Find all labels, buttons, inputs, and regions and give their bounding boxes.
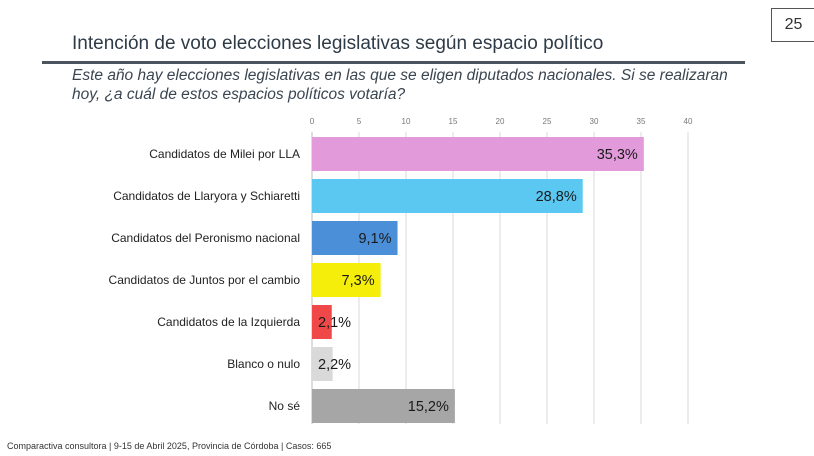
- bar: [312, 137, 644, 171]
- x-tick-label: 10: [402, 117, 411, 126]
- page-title: Intención de voto elecciones legislativa…: [72, 33, 604, 54]
- bar: [312, 263, 381, 297]
- title-divider: [42, 61, 745, 64]
- x-tick-label: 5: [357, 117, 362, 126]
- page-number: 25: [771, 8, 814, 42]
- bar: [312, 347, 333, 381]
- x-tick-label: 35: [637, 117, 646, 126]
- x-tick-label: 20: [496, 117, 505, 126]
- x-tick-label: 15: [449, 117, 458, 126]
- data-label: 9,1%: [358, 231, 391, 247]
- bar: [312, 179, 583, 213]
- bar: [312, 221, 398, 255]
- data-label: 35,3%: [597, 147, 638, 163]
- category-label: Candidatos de Llaryora y Schiaretti: [113, 189, 300, 203]
- footer-source: Comparactiva consultora | 9-15 de Abril …: [7, 441, 332, 451]
- data-label: 28,8%: [536, 189, 577, 205]
- question-subtitle: Este año hay elecciones legislativas en …: [72, 67, 728, 103]
- category-label: Candidatos del Peronismo nacional: [111, 231, 300, 245]
- bar: [312, 305, 332, 339]
- data-label: 2,1%: [318, 315, 351, 331]
- category-label: Blanco o nulo: [227, 357, 300, 371]
- x-tick-label: 0: [310, 117, 315, 126]
- category-label: No sé: [269, 399, 301, 413]
- data-label: 2,2%: [318, 357, 351, 373]
- category-label: Candidatos de Milei por LLA: [149, 147, 300, 161]
- bar: [312, 389, 455, 423]
- x-tick-label: 25: [543, 117, 552, 126]
- category-label: Candidatos de Juntos por el cambio: [109, 273, 301, 287]
- category-label: Candidatos de la Izquierda: [157, 315, 300, 329]
- x-tick-label: 40: [684, 117, 693, 126]
- x-tick-label: 30: [590, 117, 599, 126]
- data-label: 15,2%: [408, 399, 449, 415]
- data-label: 7,3%: [342, 273, 375, 289]
